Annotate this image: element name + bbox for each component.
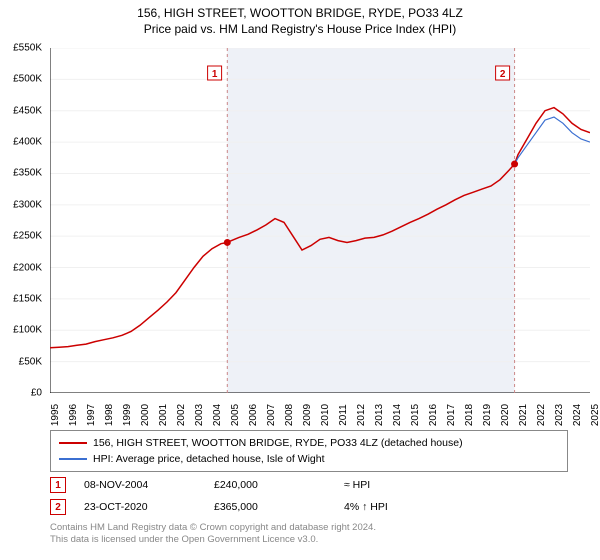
x-tick-label: 2018 (464, 404, 475, 426)
x-tick-label: 2020 (500, 404, 511, 426)
transaction-marker: 2 (50, 499, 66, 515)
legend-label: HPI: Average price, detached house, Isle… (93, 453, 325, 465)
x-tick-label: 2004 (212, 404, 223, 426)
chart-title-block: 156, HIGH STREET, WOOTTON BRIDGE, RYDE, … (0, 0, 600, 37)
attribution-line-1: Contains HM Land Registry data © Crown c… (50, 522, 376, 534)
svg-text:2: 2 (500, 69, 506, 80)
x-tick-label: 2000 (140, 404, 151, 426)
x-tick-label: 1997 (86, 404, 97, 426)
x-tick-label: 2016 (428, 404, 439, 426)
title-line-1: 156, HIGH STREET, WOOTTON BRIDGE, RYDE, … (0, 6, 600, 22)
title-line-2: Price paid vs. HM Land Registry's House … (0, 22, 600, 38)
legend-item: 156, HIGH STREET, WOOTTON BRIDGE, RYDE, … (59, 435, 559, 451)
legend-swatch (59, 442, 87, 444)
transaction-date: 08-NOV-2004 (84, 479, 214, 491)
x-tick-label: 2009 (302, 404, 313, 426)
y-tick-label: £250K (13, 231, 42, 242)
y-tick-label: £500K (13, 74, 42, 85)
x-tick-label: 2023 (554, 404, 565, 426)
x-tick-label: 2025 (590, 404, 600, 426)
y-tick-label: £350K (13, 168, 42, 179)
transaction-row: 1 08-NOV-2004£240,000≈ HPI (50, 474, 580, 496)
legend-label: 156, HIGH STREET, WOOTTON BRIDGE, RYDE, … (93, 437, 463, 449)
y-tick-label: £50K (19, 356, 42, 367)
x-tick-label: 2002 (176, 404, 187, 426)
attribution: Contains HM Land Registry data © Crown c… (50, 522, 376, 547)
transaction-price: £365,000 (214, 501, 344, 513)
x-tick-label: 2001 (158, 404, 169, 426)
y-tick-label: £0 (31, 388, 42, 399)
x-tick-label: 2011 (338, 404, 349, 426)
attribution-line-2: This data is licensed under the Open Gov… (50, 534, 376, 546)
x-tick-label: 1995 (50, 404, 61, 426)
x-tick-label: 2021 (518, 404, 529, 426)
chart-area: 12 (50, 48, 590, 418)
transaction-pct: 4% ↑ HPI (344, 501, 444, 513)
x-tick-label: 2006 (248, 404, 259, 426)
transaction-marker: 1 (50, 477, 66, 493)
y-tick-label: £100K (13, 325, 42, 336)
x-tick-label: 2008 (284, 404, 295, 426)
line-chart: 12 (50, 48, 590, 393)
y-tick-label: £450K (13, 105, 42, 116)
y-tick-label: £550K (13, 43, 42, 54)
x-tick-label: 1996 (68, 404, 79, 426)
x-tick-label: 2015 (410, 404, 421, 426)
legend-swatch (59, 458, 87, 460)
transaction-table: 1 08-NOV-2004£240,000≈ HPI 2 23-OCT-2020£36… (50, 474, 580, 518)
transaction-price: £240,000 (214, 479, 344, 491)
x-tick-label: 2017 (446, 404, 457, 426)
y-tick-label: £300K (13, 199, 42, 210)
x-tick-label: 1999 (122, 404, 133, 426)
x-tick-label: 1998 (104, 404, 115, 426)
x-tick-label: 2019 (482, 404, 493, 426)
legend-item: HPI: Average price, detached house, Isle… (59, 451, 559, 467)
x-tick-label: 2010 (320, 404, 331, 426)
transaction-row: 2 23-OCT-2020£365,0004% ↑ HPI (50, 496, 580, 518)
legend: 156, HIGH STREET, WOOTTON BRIDGE, RYDE, … (50, 430, 568, 472)
x-tick-label: 2012 (356, 404, 367, 426)
x-tick-label: 2014 (392, 404, 403, 426)
svg-text:1: 1 (212, 69, 218, 80)
x-tick-label: 2007 (266, 404, 277, 426)
x-tick-label: 2024 (572, 404, 583, 426)
x-tick-label: 2022 (536, 404, 547, 426)
x-tick-label: 2013 (374, 404, 385, 426)
y-tick-label: £150K (13, 293, 42, 304)
transaction-pct: ≈ HPI (344, 479, 444, 491)
y-tick-label: £400K (13, 137, 42, 148)
x-axis: 1995 1996 1997 1998 1999 2000 2001 2002 2003 2004… (50, 395, 590, 425)
transaction-date: 23-OCT-2020 (84, 501, 214, 513)
y-axis: £0£50K£100K£150K£200K£250K£300K£350K£400… (0, 48, 46, 393)
y-tick-label: £200K (13, 262, 42, 273)
x-tick-label: 2005 (230, 404, 241, 426)
x-tick-label: 2003 (194, 404, 205, 426)
